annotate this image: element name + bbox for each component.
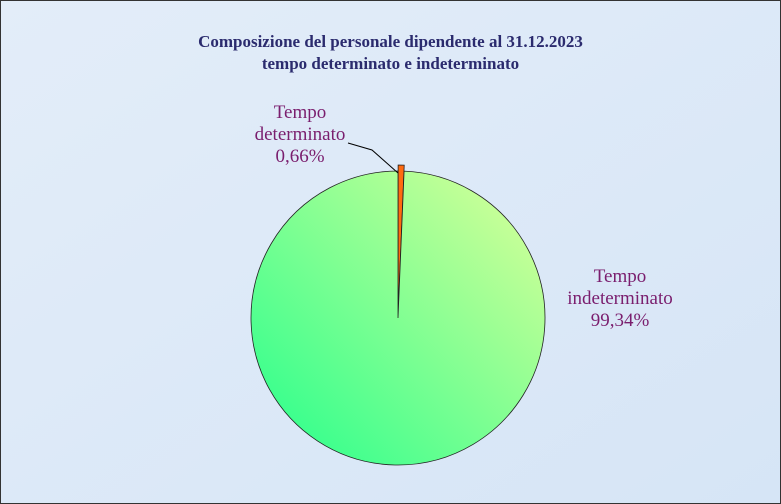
pie [250, 164, 546, 466]
slice-name: Tempo indeterminato [567, 266, 673, 309]
slice-label: Tempo indeterminato 99,34% [545, 266, 695, 332]
chart-subtitle: tempo determinato e indeterminato [261, 54, 520, 73]
leader-line [347, 142, 399, 174]
slice-label: Tempo determinato 0,66% [240, 102, 360, 168]
chart-title: Composizione del personale dipendente al… [198, 32, 583, 51]
slice-value: 0,66% [275, 146, 325, 167]
pie-slice [250, 170, 546, 466]
slice-value: 99,34% [590, 310, 650, 331]
slice-name: Tempo determinato [254, 102, 346, 145]
